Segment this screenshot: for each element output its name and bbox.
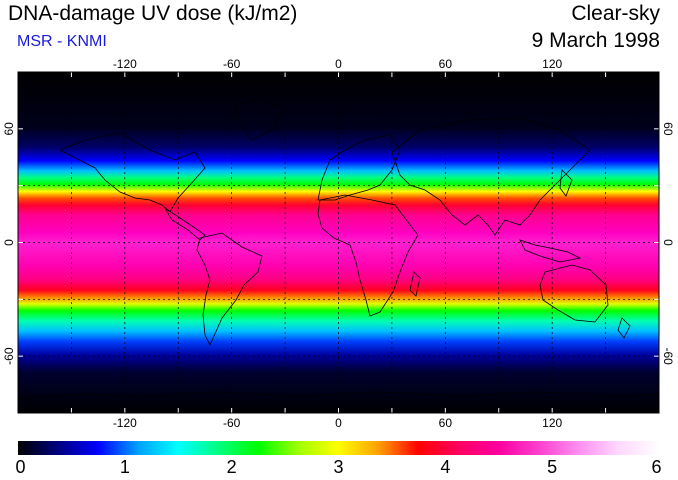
colorbar-ramp [18, 441, 659, 455]
colorbar-tick-label: 0 [15, 457, 26, 477]
longitude-label-top: -60 [223, 57, 241, 71]
longitude-label-bottom: 60 [439, 416, 453, 430]
greenland-coast [234, 97, 283, 141]
colorbar-tick-label: 5 [547, 457, 558, 477]
colorbar [18, 441, 659, 455]
axis-tick-labels: -120 -120 -60 -60 0 0 60 60 120 120 60 60 0 0 -60 -60 [2, 57, 675, 430]
longitude-label-top: 0 [335, 57, 342, 71]
map-title: DNA-damage UV dose (kJ/m2) [8, 2, 298, 25]
longitude-label-top: 60 [439, 57, 453, 71]
latitude-label-right: -60 [661, 347, 675, 365]
source-label: MSR - KNMI [17, 33, 107, 50]
longitude-label-top: -120 [113, 57, 137, 71]
map-panel [17, 71, 660, 414]
sky-condition-label: Clear-sky [571, 2, 660, 25]
colorbar-tick-label: 2 [226, 457, 237, 477]
colorbar-tick-label: 3 [333, 457, 344, 477]
south-america-coast [196, 232, 263, 346]
indonesia-coast [519, 239, 582, 263]
colorbar-tick-label: 6 [651, 457, 662, 477]
latitude-label-left: -60 [2, 347, 16, 365]
asia-coast [391, 117, 591, 236]
longitude-label-bottom: -120 [113, 416, 137, 430]
latitude-label-right: 0 [661, 239, 675, 246]
longitude-label-top: 120 [542, 57, 562, 71]
longitude-label-bottom: -60 [223, 416, 241, 430]
graticule [18, 72, 659, 413]
longitude-label-bottom: 0 [335, 416, 342, 430]
europe-coast [317, 134, 401, 201]
latitude-label-left: 60 [2, 122, 16, 136]
madagascar-coast [409, 271, 421, 297]
longitude-label-bottom: 120 [542, 416, 562, 430]
latitude-label-left: 0 [2, 239, 16, 246]
axis-ticks [18, 72, 659, 413]
date-label: 9 March 1998 [531, 29, 660, 52]
map-frame [17, 71, 660, 414]
new-zealand-coast [617, 317, 631, 339]
japan-coast [559, 169, 573, 197]
africa-coast [317, 194, 419, 317]
colorbar-tick-label: 4 [440, 457, 451, 477]
colorbar-tick-label: 1 [119, 457, 130, 477]
australia-coast [539, 264, 609, 323]
antarctica-coast [18, 391, 659, 399]
latitude-label-right: 60 [661, 122, 675, 136]
